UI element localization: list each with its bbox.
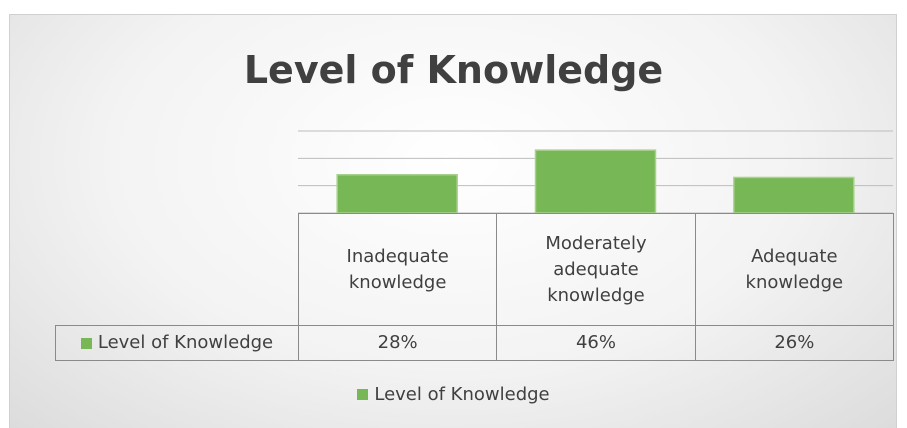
value-cell: 46% [496, 325, 696, 361]
category-cell: Inadequate knowledge [298, 213, 498, 326]
value-cell-text: 46% [575, 332, 616, 353]
category-cell: Adequate knowledge [694, 213, 894, 326]
value-cell: 28% [298, 325, 498, 361]
legend-key [80, 337, 92, 349]
bar [336, 173, 458, 214]
category-cell: Moderately adequate knowledge [496, 213, 696, 326]
series-name: Level of Knowledge [97, 332, 274, 353]
category-cell-text: Inadequate knowledge [346, 245, 449, 293]
bar [733, 176, 855, 214]
chart-title: Level of Knowledge [243, 48, 664, 92]
series-cell: Level of Knowledge [55, 325, 299, 361]
value-cell-text: 28% [377, 332, 418, 353]
category-cell-text: Adequate knowledge [745, 245, 844, 293]
bar [534, 149, 657, 214]
value-cell-text: 26% [774, 332, 815, 353]
value-cell: 26% [694, 325, 894, 361]
chart-area [9, 14, 897, 428]
legend-label: Level of Knowledge [374, 384, 550, 405]
legend-key [357, 389, 369, 400]
category-cell-text: Moderately adequate knowledge [545, 232, 647, 306]
legend: Level of Knowledge [0, 384, 907, 405]
